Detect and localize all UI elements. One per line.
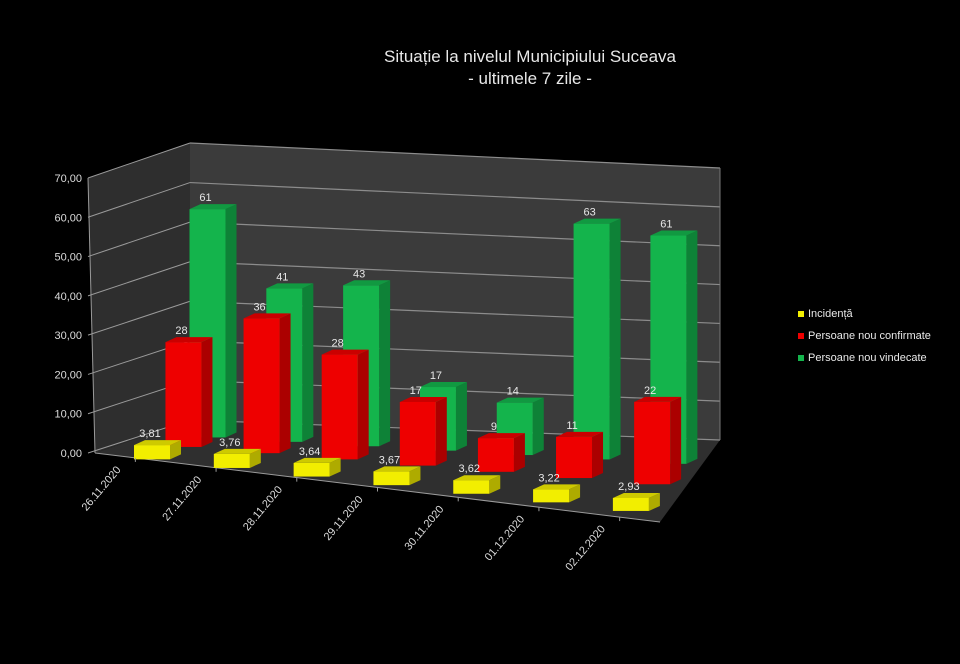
y-tick-label: 50,00 (54, 252, 82, 264)
bar (556, 436, 593, 479)
bar (477, 438, 514, 472)
y-tick-label: 60,00 (54, 212, 82, 224)
y-tick-label: 20,00 (54, 369, 82, 381)
y-tick-label: 40,00 (54, 291, 82, 303)
x-tick-label: 27.11.2020 (160, 474, 204, 523)
legend-swatch (798, 333, 804, 339)
bar (634, 401, 671, 485)
data-label: 14 (507, 386, 519, 398)
data-label: 2,93 (618, 481, 639, 493)
data-label: 63 (583, 207, 595, 219)
data-label: 36 (253, 301, 265, 313)
x-tick-label: 28.11.2020 (241, 484, 285, 533)
legend-swatch (798, 355, 804, 361)
data-label: 17 (430, 370, 442, 382)
bar (573, 223, 610, 460)
data-label: 28 (332, 338, 344, 350)
y-tick-label: 30,00 (54, 330, 82, 342)
data-label: 3,64 (299, 446, 320, 458)
x-tick-label: 01.12.2020 (483, 513, 528, 563)
y-tick-label: 10,00 (54, 409, 82, 421)
data-label: 9 (491, 421, 497, 433)
x-tick-label: 02.12.2020 (563, 523, 608, 573)
data-label: 41 (276, 271, 288, 283)
chart-subtitle: - ultimele 7 zile - (468, 69, 592, 88)
bar (165, 342, 202, 447)
bar (321, 354, 358, 460)
chart-title-line1: Situație la nivelul Municipiului Suceava (384, 47, 676, 66)
bar (213, 453, 250, 468)
legend-label: Persoane nou confirmate (808, 330, 931, 342)
x-tick-label: 26.11.2020 (80, 464, 124, 513)
legend-label: Persoane nou vindecate (808, 352, 927, 364)
legend-item-vindecate: Persoane nou vindecate (798, 347, 931, 369)
y-tick-label: 70,00 (54, 173, 82, 185)
bar (533, 489, 570, 503)
y-tick-label: 0,00 (61, 448, 82, 460)
bar (134, 445, 171, 460)
legend-item-confirmate: Persoane nou confirmate (798, 325, 931, 347)
bar (612, 497, 649, 511)
legend: Incidență Persoane nou confirmate Persoa… (798, 303, 931, 369)
bar (453, 480, 490, 494)
chart-title: Situație la nivelul Municipiului Suceava… (330, 46, 730, 90)
data-label: 3,81 (139, 428, 160, 440)
data-label: 3,67 (379, 454, 400, 466)
x-tick-label: 30.11.2020 (402, 504, 446, 553)
data-label: 11 (566, 420, 577, 432)
legend-item-incidenta: Incidență (798, 303, 931, 325)
bar (243, 318, 280, 454)
data-label: 17 (410, 385, 422, 397)
data-label: 43 (353, 268, 365, 280)
legend-swatch (798, 311, 804, 317)
bar (293, 462, 330, 477)
data-label: 28 (175, 325, 187, 337)
data-label: 3,22 (538, 472, 559, 484)
data-label: 61 (199, 192, 211, 204)
data-label: 61 (660, 219, 672, 231)
bar (373, 471, 410, 486)
data-label: 3,76 (219, 437, 240, 449)
data-label: 3,62 (459, 463, 480, 475)
side-wall (88, 143, 190, 453)
legend-label: Incidență (808, 308, 853, 320)
x-tick-label: 29.11.2020 (322, 494, 366, 543)
data-label: 22 (644, 385, 656, 397)
bar (399, 401, 436, 466)
